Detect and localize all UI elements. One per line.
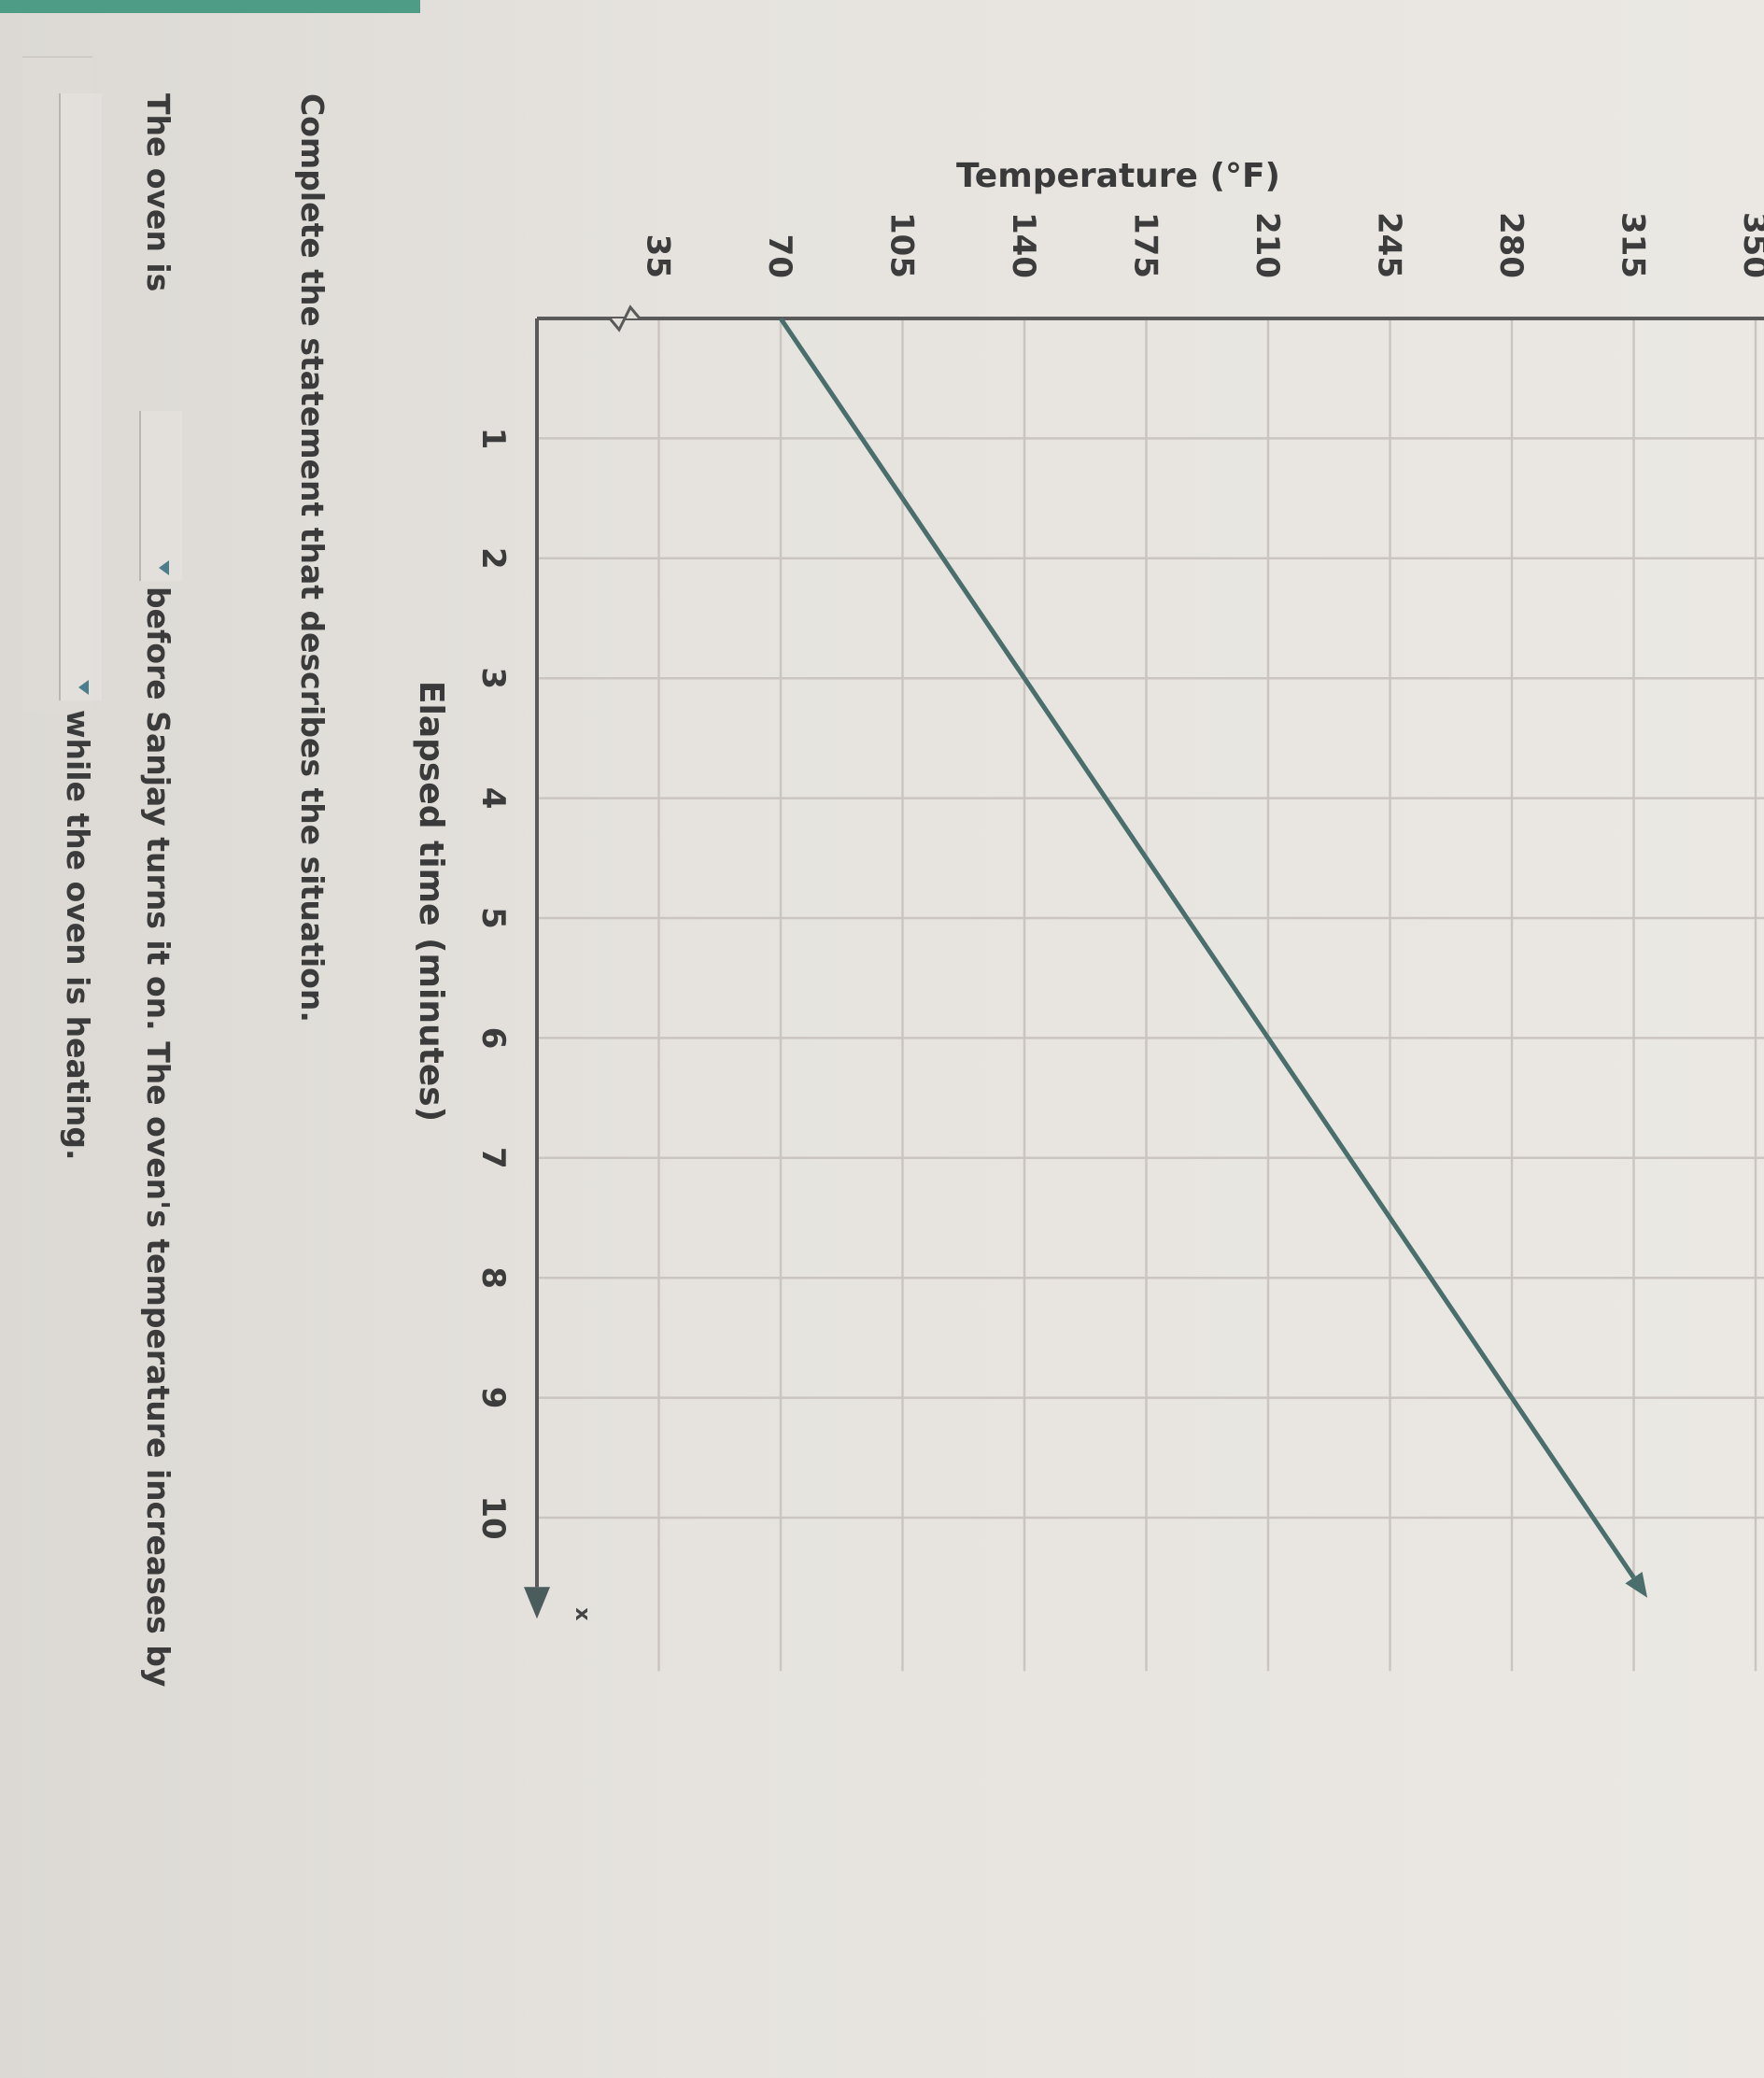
rate-dropdown[interactable]	[59, 93, 102, 700]
y-tick-label: 140	[1005, 212, 1042, 278]
y-tick-label: 280	[1492, 212, 1530, 278]
y-axis-label: Temperature (°F)	[956, 157, 1280, 195]
x-tick-label: 6	[474, 1027, 512, 1050]
x-tick-label: 3	[474, 667, 512, 689]
y-tick-label: 105	[883, 212, 921, 278]
chevron-down-icon	[159, 560, 169, 575]
x-tick-label: 1	[474, 428, 512, 450]
x-axis-letter: x	[571, 1607, 594, 1620]
y-tick-label: 210	[1249, 212, 1286, 278]
x-tick-label: 9	[474, 1387, 512, 1409]
x-tick-label: 8	[474, 1266, 512, 1289]
question-prompt: Complete the statement that describes th…	[294, 93, 331, 1023]
x-tick-label: 5	[474, 907, 512, 929]
data-line	[778, 317, 1636, 1579]
chevron-down-icon	[78, 680, 89, 695]
line-arrow-icon	[1625, 1572, 1648, 1598]
y-tick-label: 245	[1371, 212, 1408, 278]
x-tick-label: 4	[474, 787, 512, 810]
oven-state-dropdown[interactable]	[139, 411, 182, 581]
y-tick-label: 350	[1736, 212, 1764, 278]
x-tick-label: 7	[474, 1147, 512, 1169]
statement-start: The oven is	[140, 93, 176, 292]
y-tick-label: 315	[1615, 212, 1652, 278]
y-tick-label: 175	[1127, 212, 1164, 278]
top-strip	[0, 0, 420, 13]
x-axis-arrow-icon	[524, 1587, 550, 1619]
statement-middle: before Sanjay turns it on. The oven's te…	[140, 587, 176, 1688]
x-tick-label: 2	[474, 547, 512, 570]
x-axis-label: Elapsed time (minutes)	[412, 681, 450, 1122]
y-tick-label: 70	[761, 234, 798, 278]
x-tick-label: 10	[474, 1495, 512, 1539]
statement-end: while the oven is heating.	[60, 710, 96, 1161]
axis-break-icon	[608, 304, 642, 332]
y-tick-label: 35	[640, 234, 677, 278]
